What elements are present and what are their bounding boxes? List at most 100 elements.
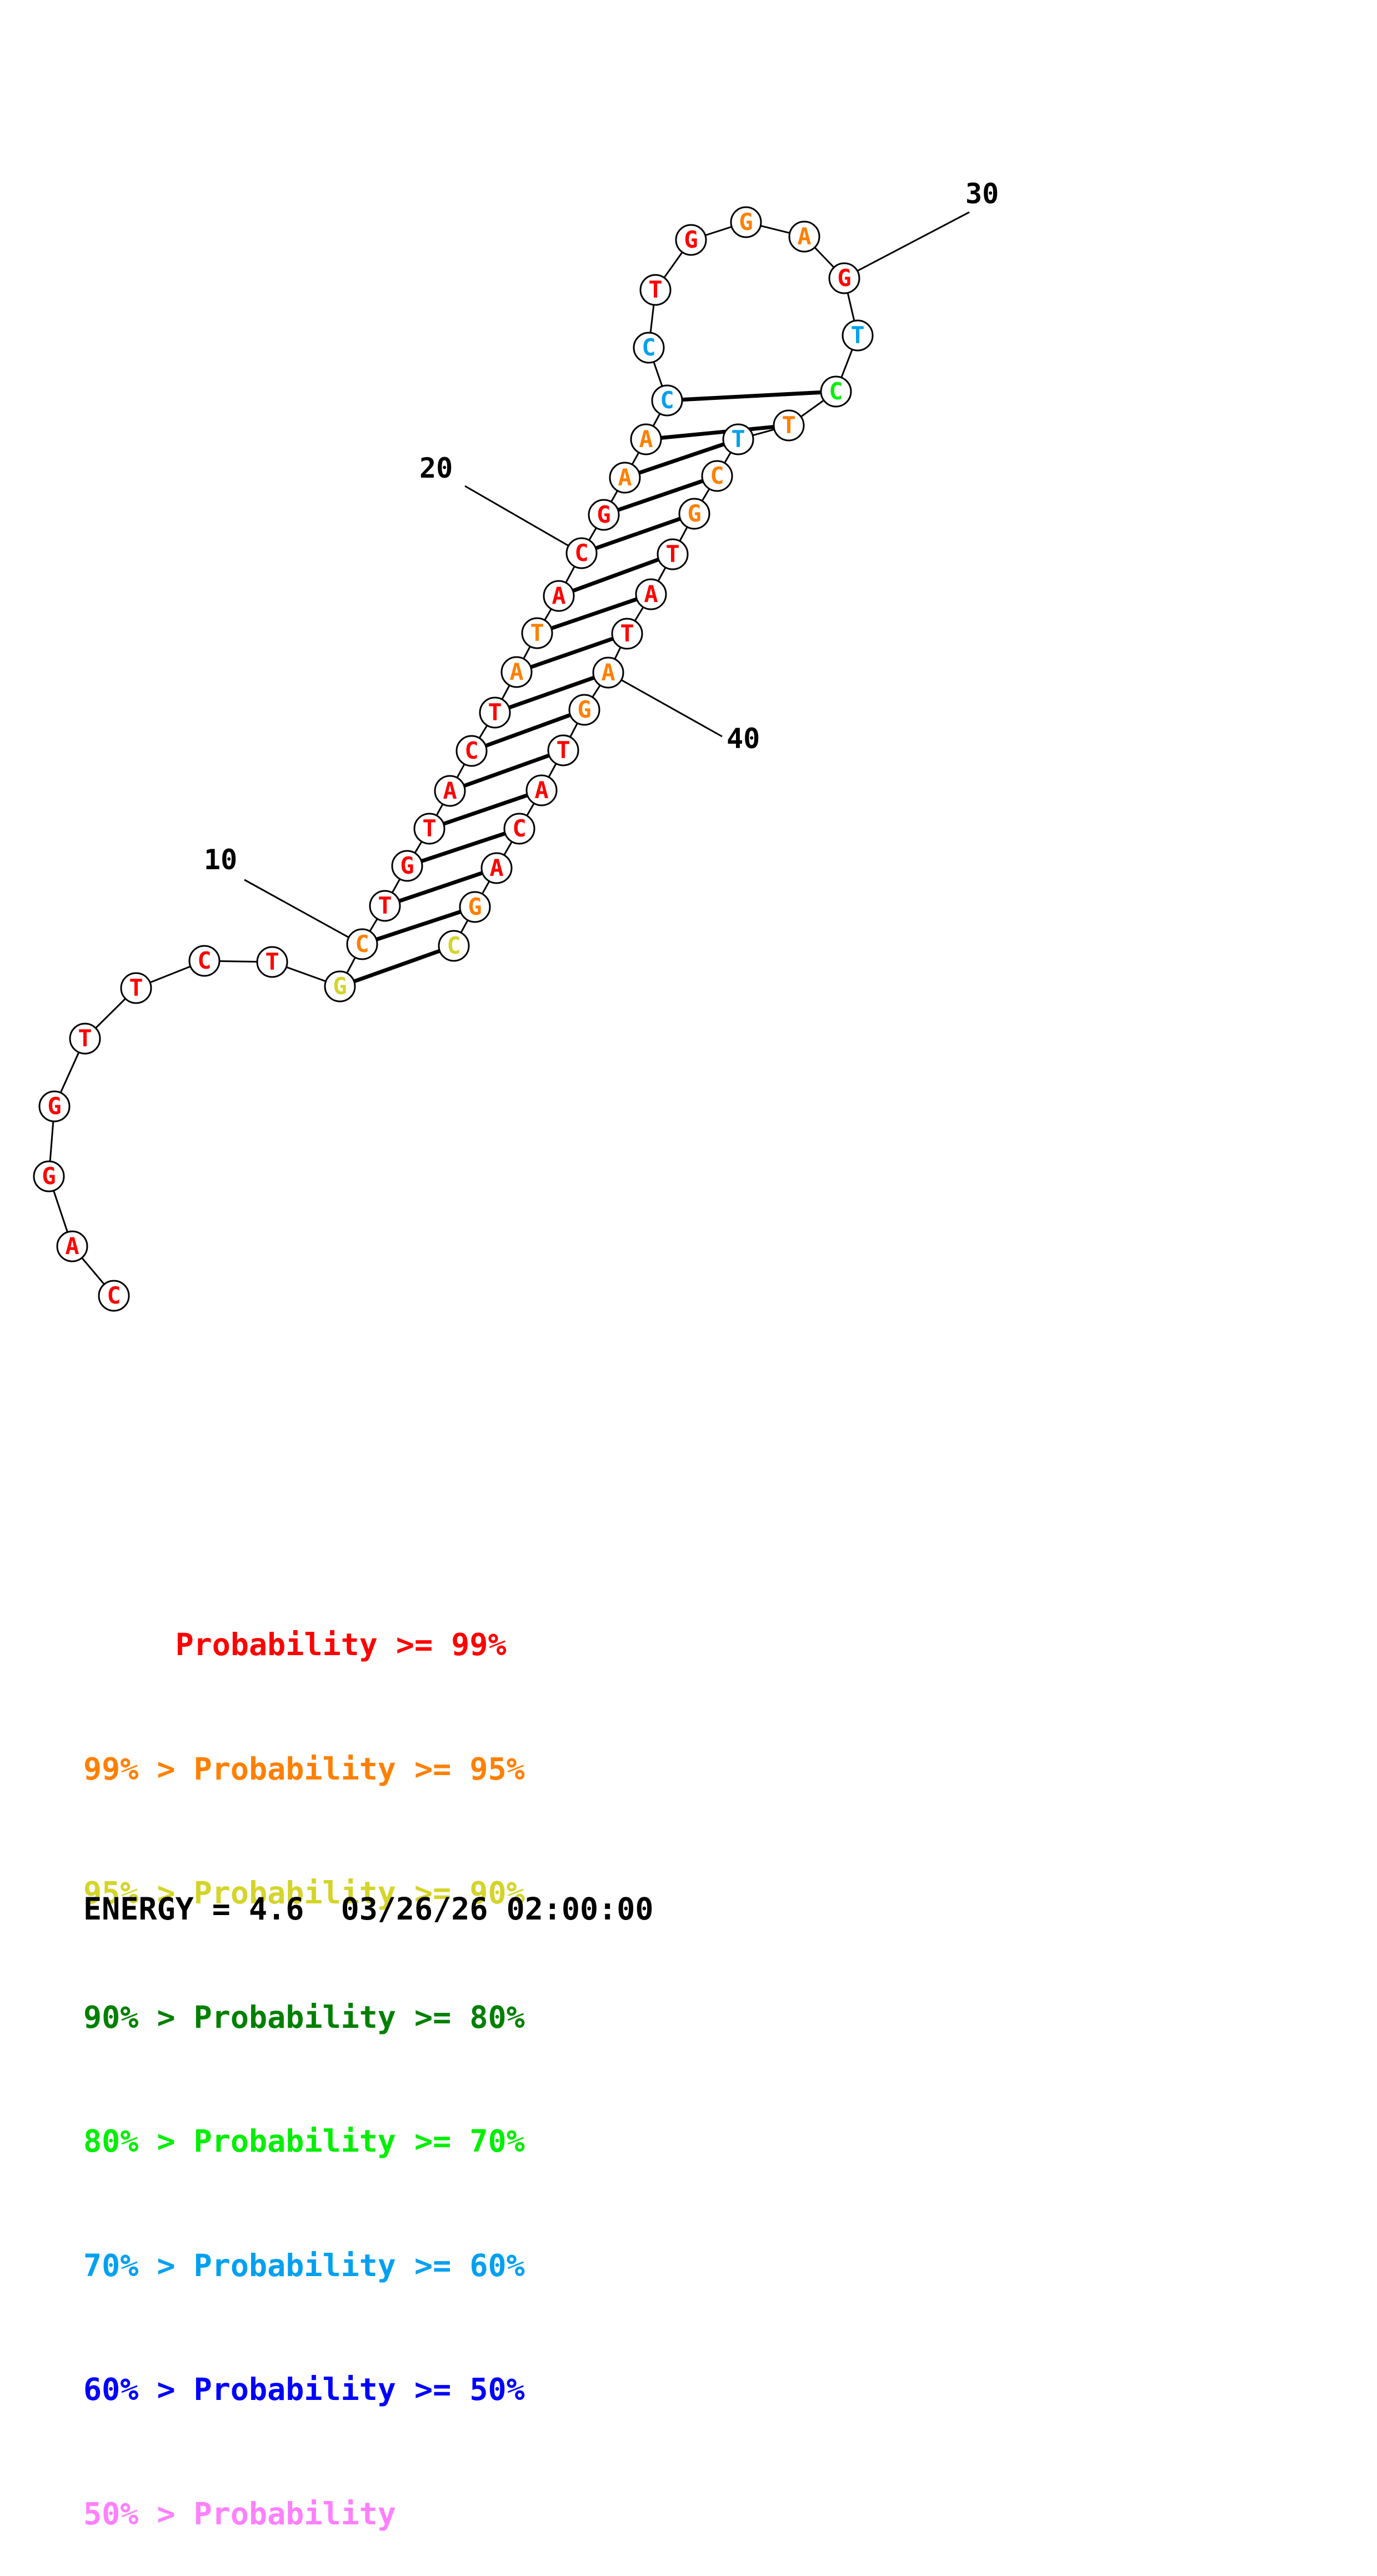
- nucleotide-letter: A: [509, 658, 523, 685]
- base-pair-bond: [536, 592, 652, 635]
- nucleotide-circle: [675, 224, 707, 256]
- nucleotide: T: [69, 1023, 101, 1055]
- base-pair-bond: [384, 866, 498, 908]
- nucleotide: A: [500, 656, 533, 688]
- nucleotide-circle: [479, 696, 511, 729]
- nucleotide: G: [33, 1160, 65, 1192]
- numbering-layer: 10 20 30 40: [204, 178, 999, 945]
- nucleotide: C: [346, 928, 378, 960]
- nucleotide: G: [459, 891, 491, 923]
- numbering-tick: [464, 485, 581, 554]
- nucleotide-letter: A: [618, 464, 632, 491]
- nucleotide-letter: G: [400, 852, 414, 879]
- base-pair-bond: [558, 552, 674, 598]
- nucleotide-letter: C: [107, 1282, 121, 1309]
- nucleotide-circle: [820, 375, 852, 408]
- legend-line: 95% > Probability >= 90%: [83, 1875, 525, 1911]
- nucleotide-circle: [547, 734, 579, 766]
- nucleotide-circle: [438, 930, 470, 962]
- nucleotide: A: [480, 852, 513, 884]
- nucleotide: C: [438, 930, 470, 962]
- nucleotide-circle: [588, 499, 620, 531]
- base-pair-bond: [645, 423, 789, 442]
- nucleotide-number-label: 20: [419, 452, 453, 484]
- nucleotide-letter: C: [660, 387, 674, 414]
- nucleotide: G: [568, 694, 600, 726]
- base-pair-bond: [470, 708, 585, 753]
- legend-line: 50% > Probability: [83, 2495, 396, 2532]
- nucleotide: C: [98, 1280, 130, 1312]
- nucleotide-circle: [565, 537, 598, 569]
- nucleotide: G: [675, 224, 707, 256]
- legend-line: 99% > Probability >= 95%: [83, 1751, 525, 1787]
- legend-line: 90% > Probability >= 80%: [83, 1999, 525, 2035]
- nucleotide-circle: [413, 813, 445, 845]
- nucleotide-letter: T: [488, 699, 502, 726]
- nucleotide-letter: G: [577, 696, 591, 723]
- nucleotide-circle: [120, 972, 152, 1004]
- nucleotide: G: [324, 970, 356, 1003]
- nucleotide-circle: [568, 694, 600, 726]
- nucleotide-letter: T: [620, 620, 634, 647]
- nucleotide-circle: [678, 498, 710, 530]
- nucleotide-circle: [256, 946, 288, 978]
- nucleotide-letter: T: [378, 892, 392, 919]
- nucleotide-circle: [639, 274, 672, 306]
- nucleotide-letter: A: [552, 582, 565, 609]
- nucleotide-letter: T: [665, 540, 679, 568]
- nucleotide: A: [788, 220, 820, 253]
- nucleotide: A: [630, 423, 662, 455]
- nucleotide-circle: [633, 332, 665, 364]
- nucleotide-circle: [56, 1230, 88, 1262]
- numbering-tick: [844, 211, 970, 279]
- nucleotide-letter: G: [739, 208, 753, 235]
- nucleotide: C: [565, 537, 598, 569]
- nucleotide: C: [651, 384, 683, 417]
- nucleotide: C: [455, 735, 488, 767]
- nucleotide-circle: [730, 206, 762, 238]
- nucleotide-circle: [480, 852, 513, 884]
- nucleotide-number-label: 30: [965, 178, 999, 210]
- nucleotide-circle: [842, 319, 874, 352]
- nucleotide: G: [828, 262, 860, 294]
- base-pair-bond: [667, 389, 837, 403]
- nucleotide-circle: [657, 538, 689, 570]
- nucleotide-circle: [391, 850, 423, 882]
- nucleotide-letter: T: [422, 815, 436, 842]
- nucleotide: A: [543, 580, 575, 612]
- nucleotide: T: [773, 409, 805, 442]
- nucleotide-letter: A: [797, 223, 811, 250]
- base-pair-layer: [339, 389, 837, 989]
- nucleotide: T: [842, 319, 874, 352]
- nucleotide-letter: T: [129, 974, 143, 1001]
- nucleotide-letter: A: [644, 580, 658, 608]
- nucleotide-letter: T: [782, 412, 795, 439]
- nucleotide-number-label: 40: [727, 723, 760, 755]
- nucleotide: A: [592, 656, 624, 689]
- legend-line: 80% > Probability >= 70%: [83, 2123, 525, 2159]
- nucleotide: G: [38, 1090, 71, 1122]
- nucleotide: T: [413, 813, 445, 845]
- nucleotide-circle: [773, 409, 805, 442]
- nucleotide-letter: T: [850, 322, 864, 349]
- nucleotide-circle: [98, 1280, 130, 1312]
- base-pair-bond: [580, 512, 695, 555]
- nucleotide-letter: G: [687, 500, 701, 527]
- nucleotide-letter: T: [648, 276, 662, 303]
- nucleotide: A: [434, 775, 466, 807]
- nucleotide-letter: G: [684, 226, 698, 253]
- base-pair-bond: [428, 788, 543, 831]
- base-pair-bond: [449, 748, 564, 793]
- nucleotide: A: [525, 774, 558, 806]
- nucleotide-letter: C: [464, 737, 478, 764]
- nucleotide-circle: [324, 970, 356, 1003]
- nucleotide-letter: C: [574, 539, 588, 567]
- base-pair-bond: [406, 826, 520, 868]
- nucleotide-circle: [543, 580, 575, 612]
- nucleotide-number-label: 10: [204, 844, 237, 876]
- nucleotide-circle: [828, 262, 860, 294]
- nucleotide: T: [547, 734, 579, 766]
- nucleotide: A: [56, 1230, 88, 1262]
- nucleotide: T: [369, 890, 401, 922]
